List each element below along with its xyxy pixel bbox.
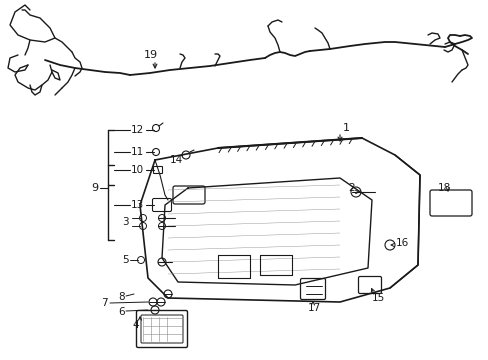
Text: 9: 9 <box>91 183 98 193</box>
Text: 11: 11 <box>131 147 144 157</box>
Text: 3: 3 <box>122 217 128 227</box>
Text: 14: 14 <box>170 155 183 165</box>
Text: 13: 13 <box>131 200 144 210</box>
Text: 12: 12 <box>131 125 144 135</box>
Text: 5: 5 <box>122 255 128 265</box>
Text: 17: 17 <box>307 303 321 313</box>
Text: 19: 19 <box>143 50 158 60</box>
Text: 2: 2 <box>347 183 354 193</box>
Text: 1: 1 <box>342 123 349 133</box>
Text: 16: 16 <box>395 238 408 248</box>
Text: 7: 7 <box>101 298 108 308</box>
Text: 4: 4 <box>132 320 138 330</box>
Text: 8: 8 <box>118 292 124 302</box>
Text: 18: 18 <box>437 183 450 193</box>
Text: 10: 10 <box>131 165 144 175</box>
Text: 6: 6 <box>118 307 124 317</box>
Text: 15: 15 <box>371 293 385 303</box>
